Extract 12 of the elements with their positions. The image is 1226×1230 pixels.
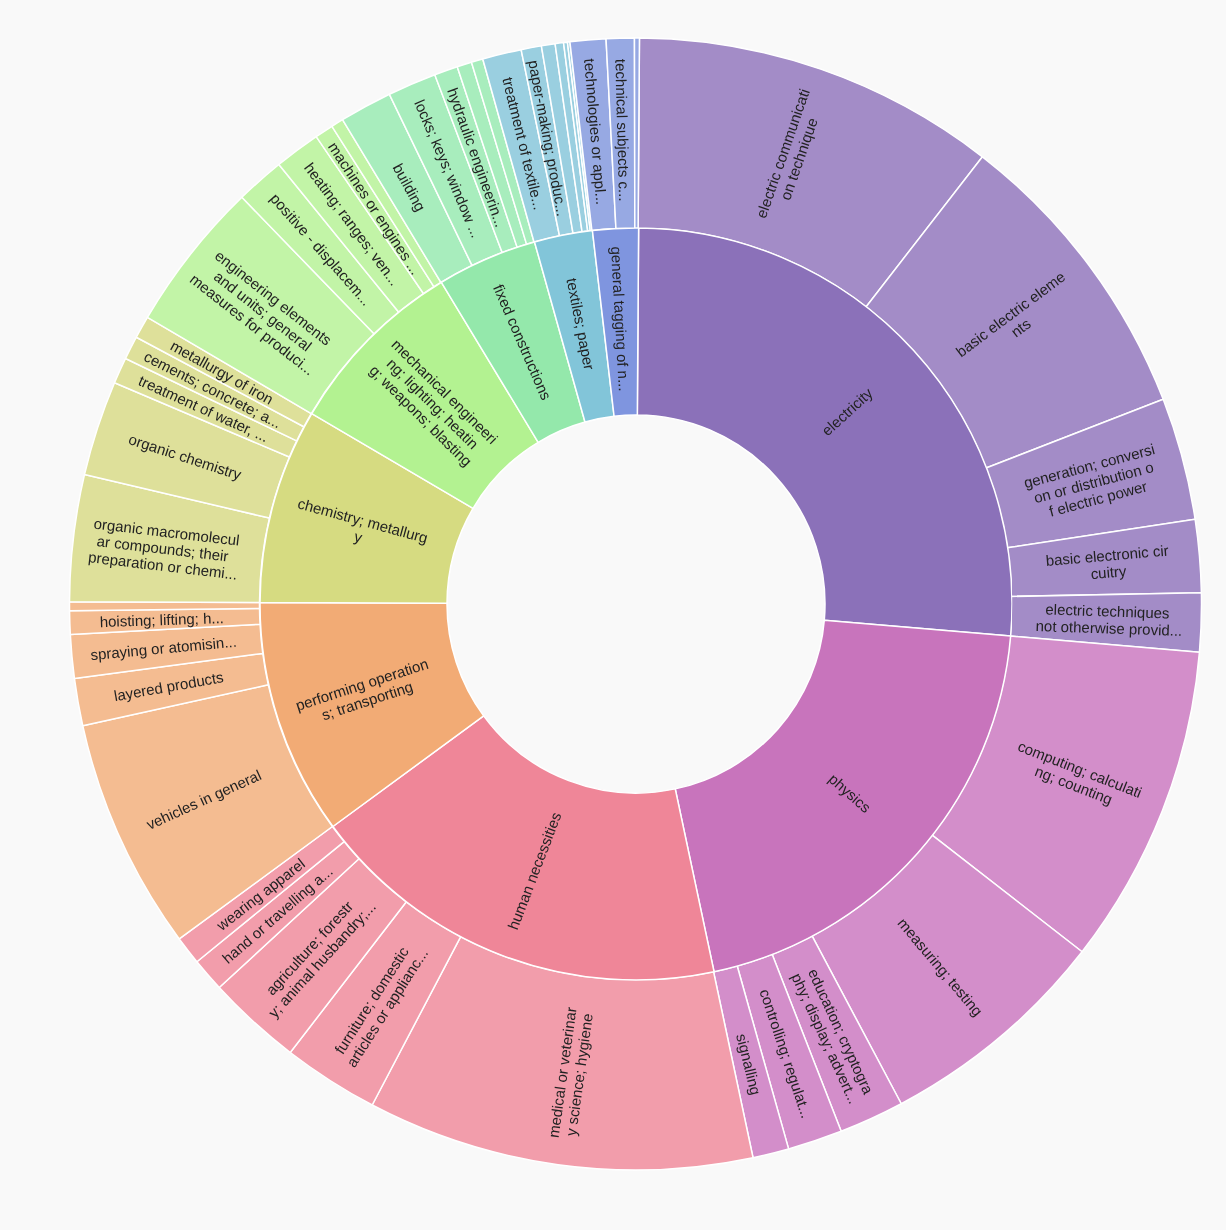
slice-label: electric techniques not otherwise provid...	[1035, 600, 1183, 639]
slice-label: general tagging of n...	[607, 246, 633, 392]
slice-label: medical or veterinary science; hygiene	[544, 1005, 596, 1139]
slice-label: layered products	[112, 668, 225, 705]
slice-label: organic macromolecular compounds; their preparation or chemi...	[87, 514, 241, 583]
slice-label: technologies or appl...	[581, 57, 611, 206]
slice-label: hoisting; lifting; h...	[99, 609, 225, 631]
slice-label: signalling	[733, 1031, 765, 1097]
slice-label: spraying or atomisin...	[89, 632, 238, 664]
slice-label: technical subjects c...	[612, 58, 634, 202]
slice-label: basic electronic circuitry	[1044, 541, 1170, 583]
slice-label: textiles; paper	[562, 276, 598, 372]
